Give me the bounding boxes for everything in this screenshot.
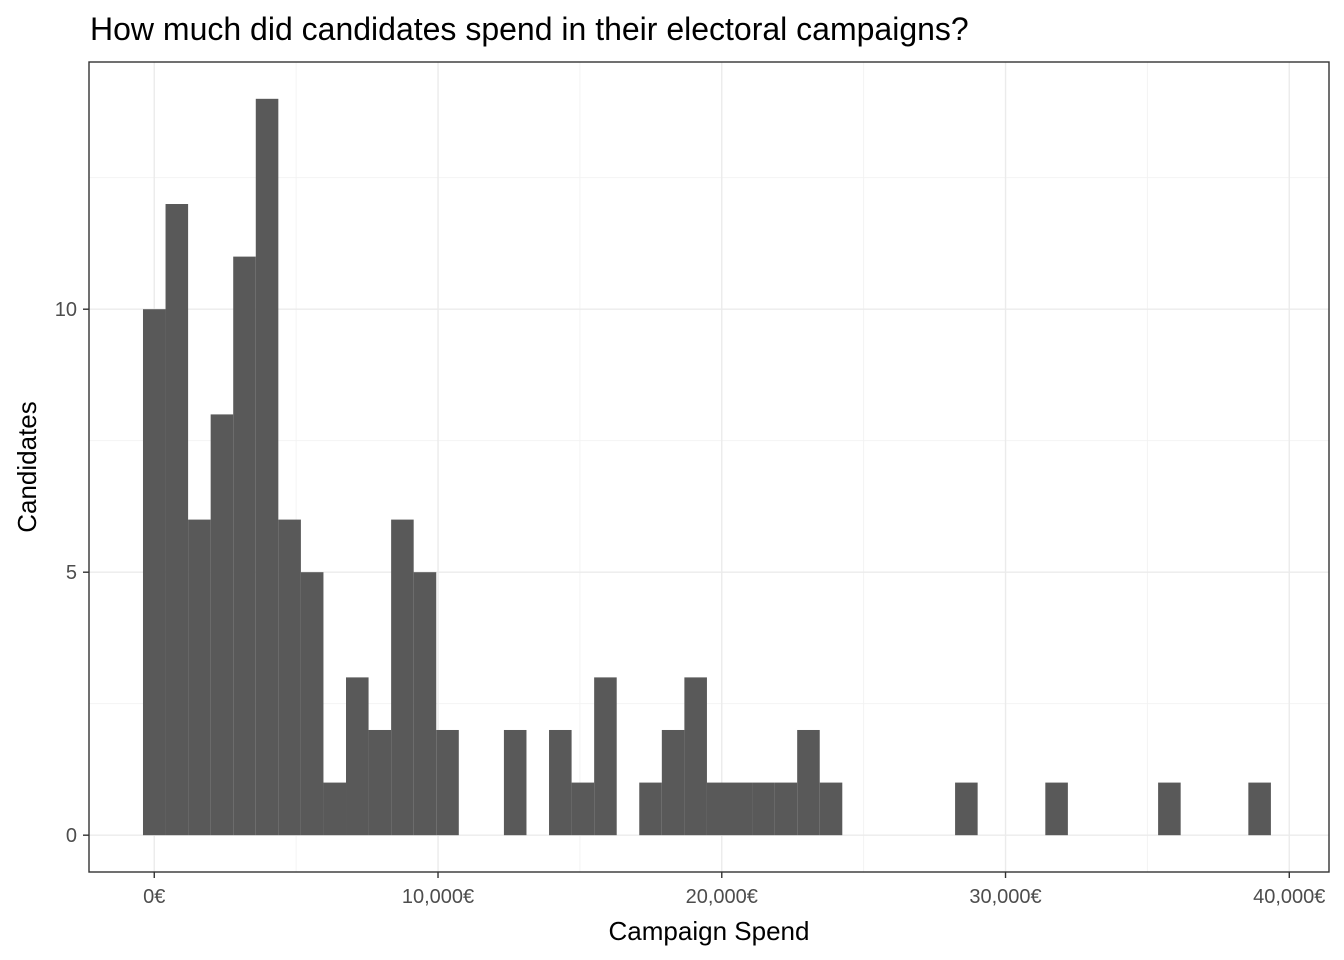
histogram-bar	[278, 519, 301, 836]
x-axis-title: Campaign Spend	[609, 916, 810, 946]
x-tick-label: 20,000€	[686, 886, 758, 908]
histogram-bar	[797, 729, 820, 836]
histogram-bar	[142, 309, 166, 836]
histogram-bar	[165, 204, 189, 836]
histogram-bar	[752, 782, 775, 836]
histogram-bar	[436, 729, 459, 836]
x-tick-label: 40,000€	[1253, 886, 1325, 908]
histogram-bar	[729, 782, 753, 836]
plot-panel-border	[88, 61, 1330, 873]
histogram-bar	[300, 572, 324, 836]
x-tick-label: 10,000€	[402, 886, 474, 908]
histogram-bar	[639, 782, 662, 836]
histogram-bar	[346, 677, 369, 836]
histogram-bar	[323, 782, 347, 836]
histogram-bar	[233, 256, 256, 836]
y-tick-label: 5	[66, 562, 77, 584]
histogram-bar	[684, 677, 707, 836]
histogram-bar	[955, 782, 978, 836]
histogram-bar	[571, 782, 595, 836]
y-tick-label: 10	[55, 299, 77, 321]
histogram-bar	[1158, 782, 1181, 836]
histogram-bar	[1248, 782, 1271, 836]
x-axis-ticks: 0€ 10,000€ 20,000€ 30,000€ 40,000€	[143, 872, 1325, 908]
histogram-bar	[594, 677, 617, 836]
histogram-bar	[549, 729, 572, 836]
histogram-bar	[391, 519, 414, 836]
histogram-bar	[368, 729, 392, 836]
y-tick-label: 0	[66, 825, 77, 847]
histogram-bar	[210, 414, 234, 836]
histogram-bar	[819, 782, 843, 836]
x-tick-label: 0€	[143, 886, 165, 908]
histogram-bar	[413, 572, 437, 836]
histogram-bar	[1045, 782, 1068, 836]
histogram-bar	[255, 98, 279, 836]
x-tick-label: 30,000€	[969, 886, 1041, 908]
y-axis-title: Candidates	[12, 401, 42, 533]
y-axis-ticks: 0 5 10	[55, 299, 89, 847]
histogram-bar	[503, 729, 527, 836]
histogram-bar	[706, 782, 730, 836]
histogram-bar	[188, 519, 211, 836]
histogram-bar	[774, 782, 798, 836]
chart-title: How much did candidates spend in their e…	[90, 11, 969, 47]
histogram-bars	[142, 98, 1271, 836]
histogram-bar	[661, 729, 685, 836]
